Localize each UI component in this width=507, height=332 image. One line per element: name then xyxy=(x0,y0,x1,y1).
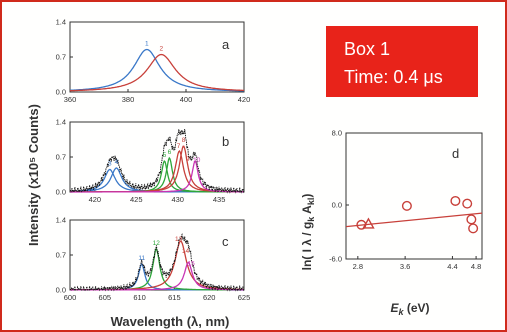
panel-a-y-tick-label: 0.7 xyxy=(56,53,66,62)
box-label-background xyxy=(326,26,478,97)
panel-b-series-7 xyxy=(70,160,244,193)
panel-a-x-tick-label: 400 xyxy=(180,95,193,104)
panel-c-x-tick-label: 605 xyxy=(99,293,112,302)
shared-x-axis-title: Wavelength (λ, nm) xyxy=(111,314,230,329)
panel-d-y-tick-label: 0.0 xyxy=(332,201,342,210)
panel-d-point xyxy=(468,223,479,234)
panel-c: 0.0 0.7 1.4 600 605 610 615 620 625 11 12 13 14 15 c xyxy=(56,216,251,303)
panel-a-x-tick-label: 380 xyxy=(122,95,135,104)
panel-a-series-1 xyxy=(70,48,244,92)
panel-c-peak-label: 13 xyxy=(175,236,183,243)
panel-d-point-triangle xyxy=(362,217,375,229)
panel-c-peak-label: 14 xyxy=(182,248,190,255)
panel-b-y-tick-label: 1.4 xyxy=(56,118,66,127)
panel-a-y-tick-label: 0.0 xyxy=(56,88,66,97)
box-label: Box 1 Time: 0.4 μs xyxy=(326,26,478,97)
panel-d-point xyxy=(466,214,477,225)
panel-c-peak-label: 11 xyxy=(138,255,145,262)
panel-b-y-tick-label: 0.0 xyxy=(56,188,66,197)
panel-b-x-tick-label: 430 xyxy=(171,195,184,204)
panel-c-x-tick-label: 600 xyxy=(64,293,77,302)
panel-c-x-tick-label: 610 xyxy=(133,293,146,302)
panel-b-y-tick-label: 0.7 xyxy=(56,153,66,162)
panel-d: 8.0 0.0 -6.0 2.8 3.6 4.4 4.8 d xyxy=(329,129,483,271)
panel-d-point xyxy=(450,195,461,206)
panel-a-y-tick-label: 1.4 xyxy=(56,18,66,27)
panel-d-y-tick-label: 8.0 xyxy=(332,129,342,138)
panel-d-y-tick-label: -6.0 xyxy=(329,255,342,264)
panel-c-letter: c xyxy=(222,234,229,249)
panel-c-y-tick-label: 0.7 xyxy=(56,251,66,260)
panel-b-x-tick-label: 425 xyxy=(130,195,143,204)
panel-b-x-tick-label: 435 xyxy=(213,195,226,204)
shared-y-axis-title: Intensity (x10⁵ Counts) xyxy=(26,104,41,246)
panel-b-peak-label: 4 xyxy=(115,159,119,166)
panel-b-x-tick-label: 420 xyxy=(89,195,102,204)
panel-b-peak-label: 3 xyxy=(108,161,112,168)
panel-b-peak-label: 5 xyxy=(163,152,167,159)
panel-a-peak-label: 2 xyxy=(160,46,164,53)
panel-a-series-2 xyxy=(70,53,244,92)
panel-c-x-tick-label: 620 xyxy=(203,293,216,302)
box-label-line1: Box 1 xyxy=(344,39,390,59)
panel-d-x-axis-title: Ek (eV) xyxy=(390,301,429,317)
panel-d-y-axis-title: ln( I λ / gk Akl) xyxy=(300,194,316,271)
panel-c-peak-label: 15 xyxy=(187,260,195,267)
panel-d-x-tick-label: 4.8 xyxy=(471,262,481,271)
panel-a-peak-label: 1 xyxy=(145,41,149,48)
box-label-line2: Time: 0.4 μs xyxy=(344,67,443,87)
panel-b-peak-label: 9 xyxy=(186,156,190,163)
panel-a: 0.0 0.7 1.4 360 380 400 420 1 2 a xyxy=(56,18,251,105)
panel-b-peak-label: 6 xyxy=(168,149,172,156)
panel-b-peak-label: 7 xyxy=(177,143,181,150)
panel-a-x-tick-label: 420 xyxy=(238,95,251,104)
panel-c-y-tick-label: 1.4 xyxy=(56,216,66,225)
panel-d-letter: d xyxy=(452,146,459,161)
panel-c-x-tick-label: 625 xyxy=(238,293,251,302)
panel-a-letter: a xyxy=(222,37,230,52)
panel-d-x-tick-label: 3.6 xyxy=(400,262,410,271)
panel-d-x-tick-label: 2.8 xyxy=(353,262,363,271)
panel-d-axis-titles: ln( I λ / gk Akl) Ek (eV) xyxy=(300,194,430,317)
panel-c-y-tick-label: 0.0 xyxy=(56,286,66,295)
panel-c-x-tick-label: 615 xyxy=(168,293,181,302)
panel-c-peak-label: 12 xyxy=(153,240,161,247)
panel-c-measured-spectrum xyxy=(69,232,245,292)
panel-b-peak-label: 10 xyxy=(193,157,201,164)
panel-d-point xyxy=(401,200,412,211)
panel-a-x-tick-label: 360 xyxy=(64,95,77,104)
panel-d-point xyxy=(462,198,473,209)
panel-b-measured-spectrum xyxy=(69,128,245,194)
panel-d-fit-line xyxy=(345,212,483,228)
panel-b-letter: b xyxy=(222,134,229,149)
panel-b: 0.0 0.7 1.4 420 425 430 435 3 4 5 678 9 10 b xyxy=(56,118,245,204)
panel-d-frame xyxy=(345,132,483,260)
panel-b-peak-label: 8 xyxy=(182,137,186,144)
panel-d-x-tick-label: 4.4 xyxy=(447,262,457,271)
